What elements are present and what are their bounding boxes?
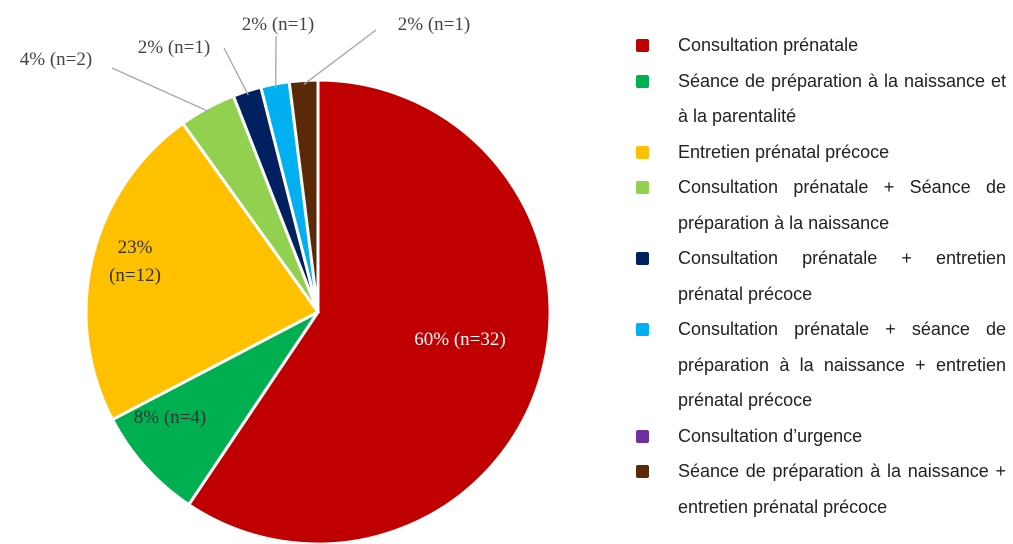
legend-label: Entretien prénatal précoce — [678, 141, 890, 162]
leader-line — [303, 29, 377, 85]
legend-swatch — [636, 323, 649, 336]
value-label: 2% (n=1) — [241, 14, 315, 35]
legend-label: Consultation prénatale + entretien préna… — [678, 248, 1006, 304]
legend-item: Consultation prénatale + Séance de prépa… — [636, 170, 1006, 241]
value-label: 4% (n=2) — [19, 49, 93, 70]
legend-label: Consultation prénatale + séance de prépa… — [678, 319, 1006, 410]
legend-swatch — [636, 181, 649, 194]
legend-label: Consultation prénatale + Séance de prépa… — [678, 177, 1006, 233]
pie-chart — [84, 29, 552, 544]
leader-line — [111, 67, 210, 113]
value-label: 2% (n=1) — [137, 37, 211, 58]
legend: Consultation prénatale Séance de préparat… — [636, 28, 1006, 525]
legend-label: Séance de préparation à la naissance + e… — [678, 461, 1006, 517]
legend-swatch — [636, 465, 649, 478]
pie-slice — [84, 121, 321, 422]
legend-swatch — [636, 252, 649, 265]
legend-label: Consultation d’urgence — [678, 425, 863, 446]
legend-swatch — [636, 145, 649, 159]
legend-swatch — [636, 429, 649, 443]
legend-swatch — [636, 39, 649, 52]
legend-item: Consultation prénatale — [636, 28, 1006, 64]
value-label: 8% (n=4) — [133, 407, 207, 428]
value-label: 60% (n=32) — [414, 329, 506, 350]
legend-label: Consultation prénatale — [678, 35, 859, 55]
leader-line — [223, 47, 249, 96]
legend-item: Consultation prénatale + entretien préna… — [636, 241, 1006, 312]
value-label: 2% (n=1) — [397, 14, 471, 35]
value-label: 23% (n=12) — [109, 237, 161, 286]
legend-item: Séance de préparation à la naissance + e… — [636, 454, 1006, 525]
legend-label: Séance de préparation à la naissance et … — [678, 70, 1006, 127]
legend-item: Entretien prénatal précoce — [636, 135, 1006, 171]
legend-item: Séance de préparation à la naissance et … — [636, 64, 1006, 135]
pie-slice — [287, 78, 320, 313]
pie-slice — [110, 310, 320, 507]
legend-item: Consultation d’urgence — [636, 419, 1006, 455]
legend-swatch — [636, 74, 649, 88]
legend-item: Consultation prénatale + séance de prépa… — [636, 312, 1006, 419]
